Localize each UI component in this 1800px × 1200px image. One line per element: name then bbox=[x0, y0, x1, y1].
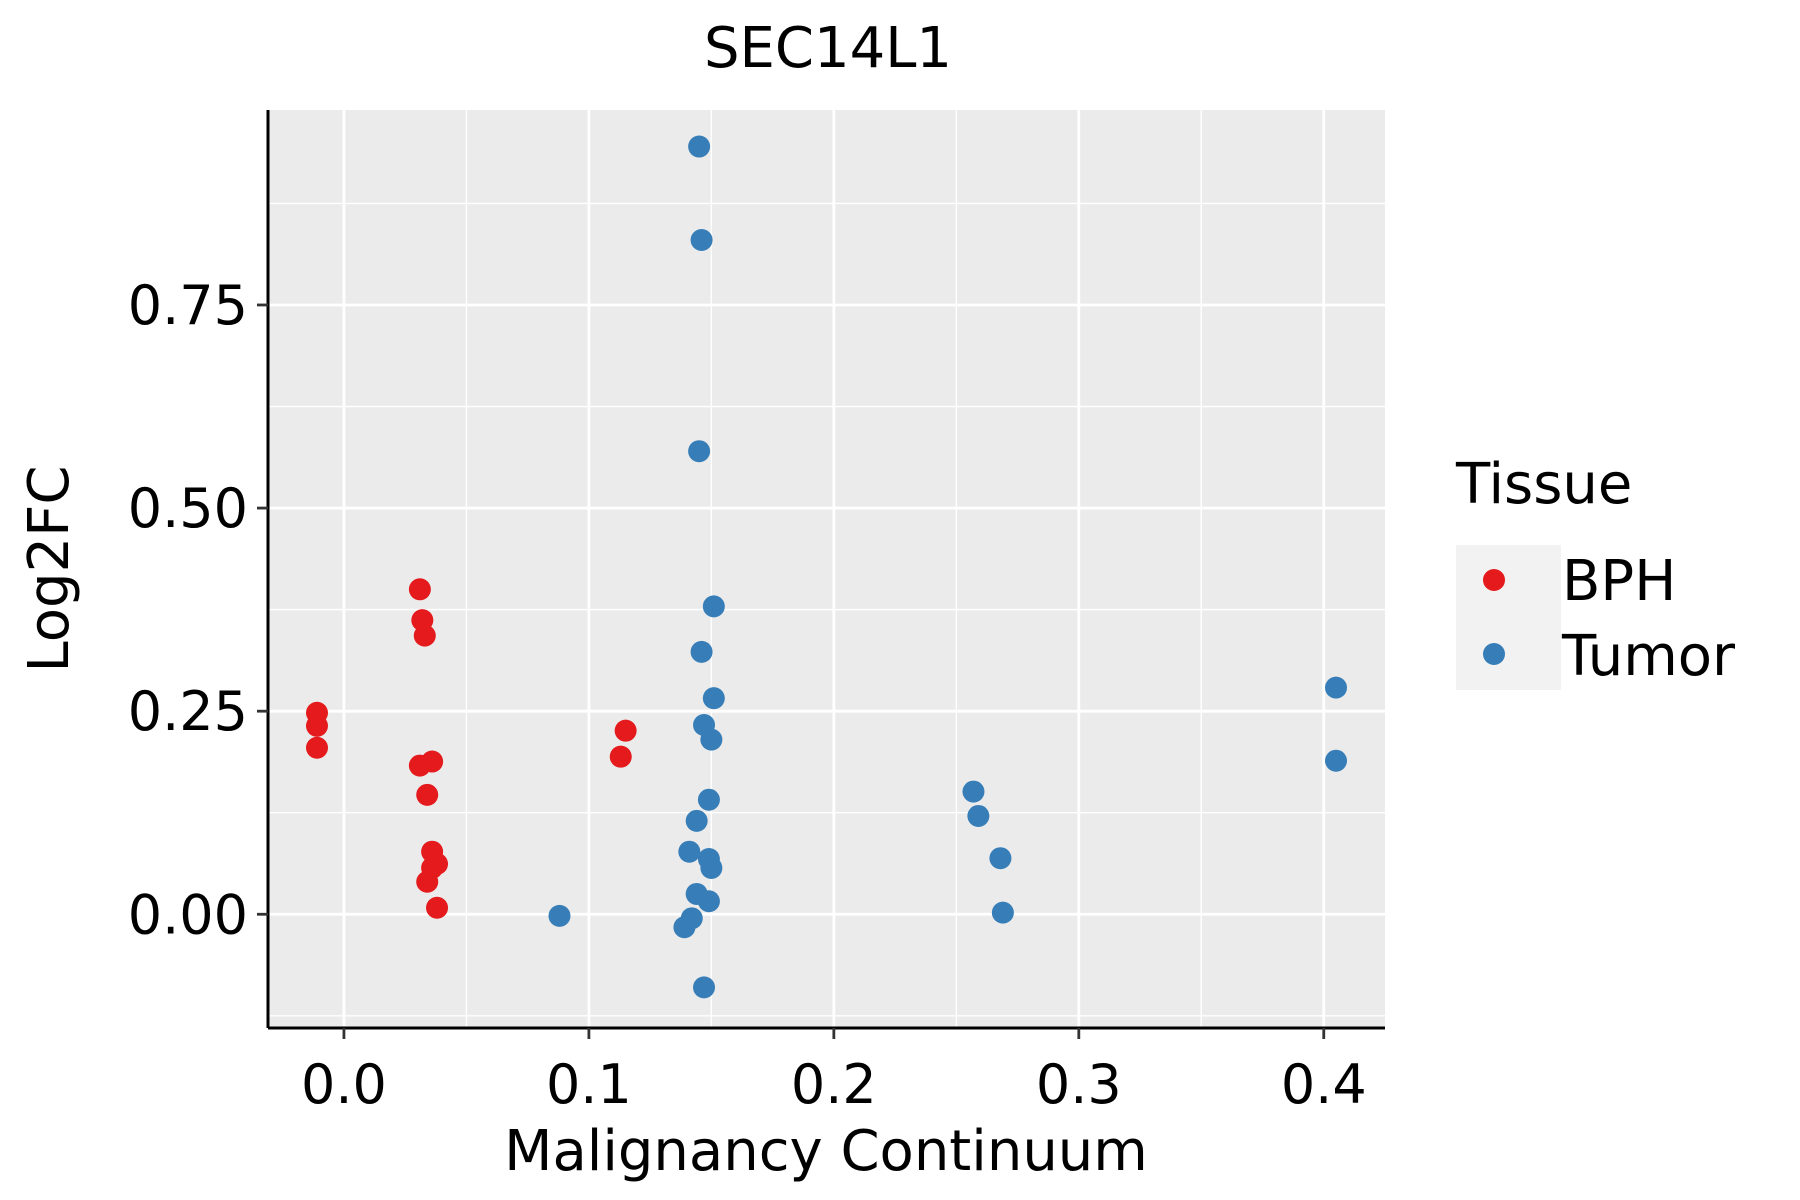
legend: Tissue BPH Tumor bbox=[1455, 452, 1736, 690]
data-point-tumor bbox=[700, 728, 723, 751]
data-point-tumor bbox=[991, 901, 1014, 924]
data-point-tumor bbox=[690, 640, 713, 663]
x-tick-label: 0.2 bbox=[791, 1053, 877, 1116]
y-axis-title: Log2FC bbox=[17, 466, 82, 673]
x-tick-label: 0.3 bbox=[1036, 1053, 1122, 1116]
data-point-tumor bbox=[693, 976, 716, 999]
plot-panel bbox=[268, 110, 1385, 1028]
grid-lines bbox=[268, 110, 1385, 1028]
data-point-bph bbox=[614, 719, 637, 742]
chart-title: SEC14L1 bbox=[704, 16, 952, 81]
x-axis-ticks: 0.0 0.1 0.2 0.3 0.4 bbox=[301, 1028, 1367, 1116]
y-tick-label: 0.75 bbox=[128, 274, 248, 337]
data-point-tumor bbox=[697, 890, 720, 913]
data-point-bph bbox=[609, 745, 632, 768]
data-point-tumor bbox=[702, 687, 725, 710]
legend-label-bph: BPH bbox=[1562, 549, 1676, 614]
data-point-bph bbox=[416, 783, 439, 806]
data-point-bph bbox=[305, 736, 328, 759]
data-point-tumor bbox=[673, 916, 696, 939]
legend-key-background bbox=[1456, 545, 1561, 690]
y-tick-label: 0.00 bbox=[128, 883, 248, 946]
data-point-tumor bbox=[700, 856, 723, 879]
data-point-tumor bbox=[690, 228, 713, 251]
legend-key-tumor bbox=[1483, 643, 1505, 665]
y-tick-label: 0.50 bbox=[128, 477, 248, 540]
data-point-bph bbox=[408, 578, 431, 601]
data-point-tumor bbox=[962, 780, 985, 803]
legend-key-bph bbox=[1483, 569, 1505, 591]
data-point-tumor bbox=[548, 904, 571, 927]
data-point-tumor bbox=[685, 809, 708, 832]
data-point-tumor bbox=[697, 788, 720, 811]
data-point-tumor bbox=[688, 135, 711, 158]
data-point-tumor bbox=[688, 440, 711, 463]
data-points bbox=[305, 135, 1348, 999]
data-point-bph bbox=[305, 714, 328, 737]
x-tick-label: 0.4 bbox=[1281, 1053, 1367, 1116]
x-tick-label: 0.1 bbox=[546, 1053, 632, 1116]
y-tick-label: 0.25 bbox=[128, 680, 248, 743]
data-point-tumor bbox=[1325, 749, 1348, 772]
data-point-tumor bbox=[1325, 676, 1348, 699]
y-axis-ticks: 0.00 0.25 0.50 0.75 bbox=[128, 274, 268, 946]
data-point-bph bbox=[413, 624, 436, 647]
x-tick-label: 0.0 bbox=[301, 1053, 387, 1116]
data-point-bph bbox=[421, 750, 444, 773]
x-axis-title: Malignancy Continuum bbox=[504, 1119, 1148, 1184]
legend-title: Tissue bbox=[1455, 452, 1632, 517]
data-point-tumor bbox=[989, 847, 1012, 870]
data-point-tumor bbox=[967, 804, 990, 827]
data-point-bph bbox=[416, 870, 439, 893]
data-point-bph bbox=[426, 896, 449, 919]
data-point-tumor bbox=[702, 595, 725, 618]
data-point-tumor bbox=[678, 840, 701, 863]
legend-label-tumor: Tumor bbox=[1561, 624, 1736, 689]
